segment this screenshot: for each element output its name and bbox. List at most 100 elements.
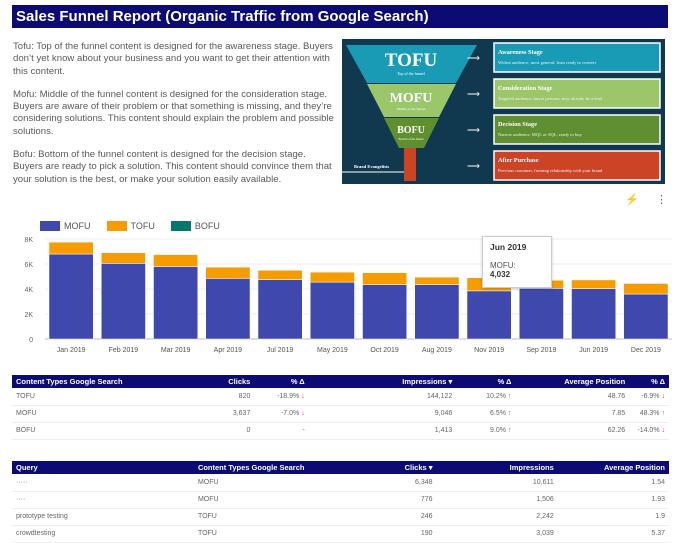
tooltip-title: Jun 2019 (490, 242, 527, 252)
bar-mofu[interactable] (623, 293, 669, 340)
table-row[interactable]: ····· MOFU 6,348 10,611 1.54 (12, 474, 669, 492)
bar-tofu[interactable] (310, 271, 355, 283)
table-row[interactable]: prototype testing TOFU 246 2,242 1.9 (12, 508, 669, 526)
column-header[interactable]: Average Position (515, 375, 630, 388)
column-header[interactable]: % Δ (456, 375, 516, 388)
bar-mofu[interactable] (101, 263, 146, 340)
table-cell: 5.37 (557, 525, 669, 543)
mofu-description: Mofu: Middle of the funnel content is de… (13, 88, 334, 137)
cell-value: -7.0% (280, 410, 300, 417)
table-cell: 9.0% ↑ (456, 422, 516, 440)
table-cell: crowdtesting (12, 525, 194, 543)
bar-mofu[interactable] (48, 253, 94, 340)
cell-value: 10,611 (532, 478, 554, 486)
more-vert-icon[interactable]: ⋮ (656, 194, 667, 206)
column-header[interactable]: Content Types Google Search (193, 461, 346, 474)
bar-mofu[interactable] (153, 266, 198, 340)
table-cell: 1.54 (557, 474, 669, 492)
legend-label: BOFU (194, 221, 220, 231)
bar-tofu[interactable] (205, 266, 251, 279)
cell-value: 9,046 (434, 410, 453, 417)
cell-value: 144,122 (426, 392, 453, 400)
bar-tofu[interactable] (101, 252, 146, 264)
cell-value: 10.2% (486, 392, 506, 400)
column-header[interactable]: Clicks (161, 375, 255, 388)
x-tick-label: Dec 2019 (631, 347, 661, 354)
arrow-down-icon: ↓ (659, 392, 665, 400)
bar-mofu[interactable] (519, 288, 564, 340)
legend-item-bofu[interactable]: BOFU (170, 221, 220, 231)
content-types-table: Content Types Google Search Clicks% Δ Impr… (12, 375, 669, 440)
bar-tofu[interactable] (414, 276, 460, 285)
table-row[interactable]: MOFU 3,637 -7.0% ↓ 9,046 6.5% ↑ 7.85 48.3% ↑ (12, 405, 669, 423)
arrow-up-icon: ↑ (505, 427, 512, 434)
table-cell: ····· (12, 474, 194, 492)
bar-mofu[interactable] (257, 279, 303, 340)
table-cell: 3,637 (161, 405, 255, 423)
cell-value: MOFU (197, 496, 219, 503)
chart-tooltip: Jun 2019 MOFU: 4,032 (482, 236, 552, 288)
arrow-icon: ⟶ (467, 161, 480, 171)
tooltip-label: MOFU: (490, 261, 516, 270)
table-cell: 144,122 (308, 388, 457, 406)
bar-tofu[interactable] (48, 241, 94, 255)
legend-item-mofu[interactable]: MOFU (40, 221, 91, 231)
cell-value: 246 (420, 513, 433, 520)
table-cell: 48.3% ↑ (629, 405, 669, 423)
stage-box (493, 114, 661, 145)
funnel-bofu-label: BOFU (397, 125, 425, 136)
cell-value: MOFU (16, 410, 37, 417)
cell-value: 7.85 (611, 410, 626, 417)
legend-item-tofu[interactable]: TOFU (106, 221, 155, 231)
column-header[interactable]: % Δ (629, 375, 669, 388)
cell-value: BOFU (16, 427, 36, 434)
column-header[interactable]: % Δ (254, 375, 309, 388)
column-header[interactable]: Impressions (436, 461, 558, 474)
table-row[interactable]: TOFU 820 -18.9% ↓ 144,122 10.2% ↑ 48.76 -6.9% … (12, 388, 669, 406)
cell-value: 62.26 (607, 427, 626, 434)
column-header[interactable]: Average Position (557, 461, 669, 474)
x-tick-label: Jul 2019 (267, 347, 294, 354)
table-cell: -14.0% ↓ (629, 422, 669, 440)
table-row[interactable]: BOFU 0-1,413 9.0% ↑ 62.26 -14.0% ↓ (12, 422, 669, 440)
table-row[interactable]: crowdtesting TOFU 190 3,039 5.37 (12, 525, 669, 543)
bar-mofu[interactable] (414, 284, 460, 340)
column-header[interactable]: Clicks ▾ (345, 461, 437, 474)
cell-value: -18.9% (277, 392, 300, 400)
cell-value: -6.9% (641, 392, 660, 400)
bar-mofu[interactable] (571, 288, 616, 340)
stage-desc: Targeted audience, buyer persona, may al… (498, 96, 603, 102)
bar-mofu[interactable] (205, 278, 251, 340)
x-tick-label: Apr 2019 (214, 347, 243, 354)
table-cell: 820 (161, 388, 255, 406)
funnel-tofu-sub: Top of the funnel (397, 71, 425, 76)
bar-mofu[interactable] (310, 281, 355, 340)
column-header[interactable]: Content Types Google Search (12, 375, 162, 388)
sparkle-icon[interactable]: ⚡ (625, 194, 639, 206)
table-cell: 10.2% ↑ (456, 388, 516, 406)
table-row[interactable]: ···· MOFU 776 1,506 1.93 (12, 491, 669, 509)
stage-title: Consideration Stage (498, 85, 553, 92)
bar-tofu[interactable] (623, 283, 669, 295)
bar-mofu[interactable] (362, 284, 407, 340)
table-cell: 0 (161, 422, 255, 440)
table-cell: 2,242 (436, 508, 558, 526)
bar-mofu[interactable] (466, 290, 512, 340)
cell-value: - (302, 427, 305, 434)
bar-tofu[interactable] (153, 254, 198, 267)
stage-desc: Widest audience, most general, least rea… (498, 60, 597, 66)
x-tick-label: Aug 2019 (422, 347, 452, 354)
bar-tofu[interactable] (571, 279, 616, 289)
cell-value: 3,039 (536, 530, 554, 537)
table-cell: MOFU (193, 474, 346, 492)
column-header[interactable]: Impressions ▾ (308, 375, 457, 388)
bar-tofu[interactable] (257, 270, 303, 280)
table-cell: MOFU (12, 405, 162, 423)
bar-tofu[interactable] (362, 272, 407, 285)
column-header[interactable]: Query (12, 461, 194, 474)
stage-title: Decision Stage (498, 121, 537, 128)
stage-title: After Purchase (498, 157, 539, 164)
cell-value: 5.37 (651, 530, 665, 537)
stage-box (493, 78, 661, 109)
cell-value: 2,242 (536, 513, 554, 520)
